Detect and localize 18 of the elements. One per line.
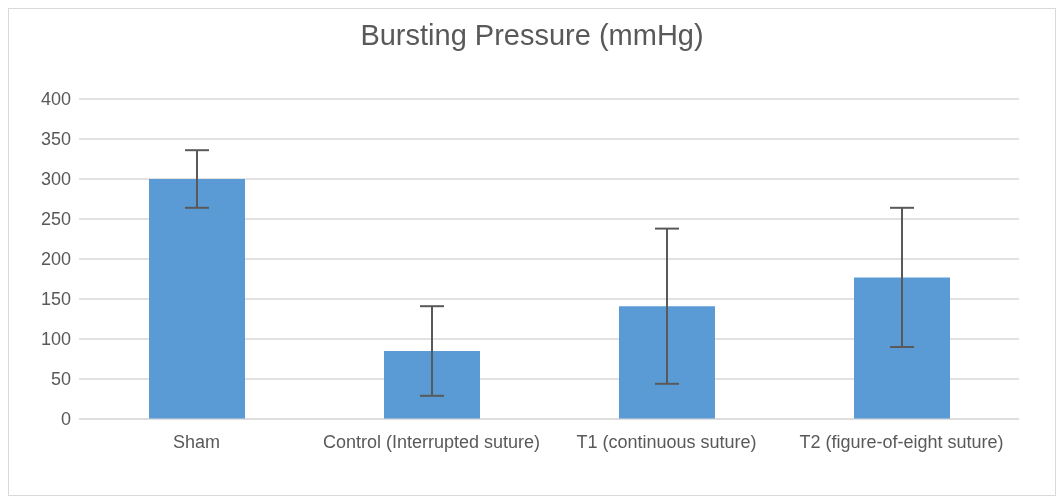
bar: [149, 179, 245, 419]
x-tick-label: Sham: [172, 431, 221, 452]
bar: [619, 306, 715, 419]
y-tick-label: 350: [40, 129, 71, 150]
x-tick-label: Control (Interrupted suture): [322, 431, 541, 452]
x-tick-label: T1 (continuous suture): [576, 431, 757, 452]
bar: [854, 277, 950, 419]
bar: [384, 351, 480, 419]
y-tick-label: 250: [40, 209, 71, 230]
y-tick-label: 150: [40, 289, 71, 310]
y-tick-label: 200: [40, 249, 71, 270]
y-tick-label: 400: [40, 89, 71, 110]
y-tick-label: 100: [40, 329, 71, 350]
chart-title: Bursting Pressure (mmHg): [359, 19, 705, 52]
y-tick-label: 300: [40, 169, 71, 190]
x-tick-label: T2 (figure-of-eight suture): [799, 431, 1004, 452]
y-tick-label: 50: [50, 369, 71, 390]
y-tick-label: 0: [60, 409, 71, 430]
